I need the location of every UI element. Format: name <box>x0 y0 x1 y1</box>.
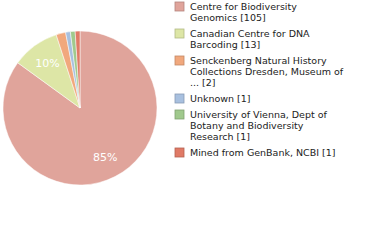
legend-label-line: Canadian Centre for DNA <box>190 28 310 39</box>
legend-label-line: Centre for Biodiversity <box>190 1 297 12</box>
legend-label-line: Collections Dresden, Museum of <box>190 66 344 77</box>
pie-slice <box>75 31 80 108</box>
pie-slice <box>70 31 80 108</box>
legend: Centre for BiodiversityGenomics [105] Can… <box>175 1 344 158</box>
data-label: 10% <box>35 57 59 70</box>
legend-swatch <box>175 148 184 157</box>
legend-label-line: Barcoding [13] <box>190 39 260 50</box>
data-label: 85% <box>93 151 117 164</box>
legend-swatch <box>175 56 184 65</box>
legend-swatch <box>175 94 184 103</box>
legend-label-line: Unknown [1] <box>190 93 251 104</box>
pie-slice <box>3 31 157 185</box>
legend-label-line: Senckenberg Natural History <box>190 55 327 66</box>
legend-label-line: Botany and Biodiversity <box>190 120 304 131</box>
chart: 85% 10% Centre for BiodiversityGenomics [1… <box>0 0 380 240</box>
legend-label-line: Research [1] <box>190 131 250 142</box>
legend-label-line: ... [2] <box>190 77 216 88</box>
legend-label: Mined from GenBank, NCBI [1] <box>190 147 336 158</box>
legend-label: Canadian Centre for DNABarcoding [13] <box>190 28 310 50</box>
legend-label: Unknown [1] <box>190 93 251 104</box>
legend-label: Senckenberg Natural HistoryCollections D… <box>190 55 344 88</box>
legend-label: University of Vienna, Dept ofBotany and … <box>190 109 328 142</box>
legend-label-line: Genomics [105] <box>190 12 266 23</box>
pie: 85% 10% <box>3 31 157 185</box>
legend-swatch <box>175 29 184 38</box>
legend-label: Centre for BiodiversityGenomics [105] <box>190 1 297 23</box>
pie-slice <box>66 32 80 108</box>
legend-label-line: University of Vienna, Dept of <box>190 109 328 120</box>
legend-swatch <box>175 2 184 11</box>
legend-swatch <box>175 110 184 119</box>
legend-label-line: Mined from GenBank, NCBI [1] <box>190 147 336 158</box>
